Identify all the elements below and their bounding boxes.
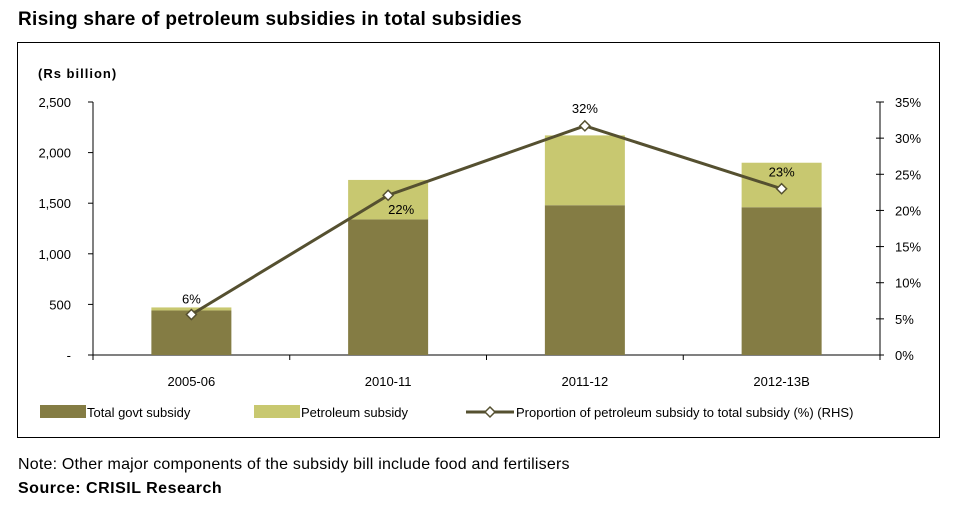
y-axis-unit-label: (Rs billion): [38, 66, 117, 81]
data-label: 6%: [182, 292, 201, 307]
line-point-marker: [578, 119, 591, 132]
x-tick-label: 2011-12: [562, 374, 609, 389]
bar-total-govt-subsidy: [348, 219, 429, 355]
y-tick-label-left: 500: [49, 297, 71, 312]
chart-title: Rising share of petroleum subsidies in t…: [18, 9, 522, 30]
y-tick-label-left: -: [67, 348, 71, 363]
x-tick-label: 2010-11: [365, 374, 412, 389]
legend-label-proportion: Proportion of petroleum subsidy to total…: [516, 405, 853, 420]
y-tick-label-right: 0%: [895, 348, 914, 363]
y-tick-label-right: 30%: [895, 131, 921, 146]
legend-marker-proportion: [483, 405, 497, 419]
y-tick-label-left: 1,000: [38, 247, 71, 262]
y-tick-label-right: 20%: [895, 203, 921, 218]
y-tick-label-right: 35%: [895, 95, 921, 110]
data-label: 23%: [769, 165, 795, 180]
line-point-marker: [775, 182, 788, 195]
x-tick-label: 2012-13B: [753, 374, 809, 389]
y-tick-label-right: 15%: [895, 240, 921, 255]
chart-note: Note: Other major components of the subs…: [18, 456, 570, 473]
legend-swatch-total: [40, 405, 86, 418]
legend-label-total: Total govt subsidy: [87, 405, 191, 420]
bar-total-govt-subsidy: [741, 207, 822, 355]
y-tick-label-left: 2,500: [38, 95, 71, 110]
bar-petroleum-subsidy: [544, 135, 625, 206]
chart-frame: [17, 42, 940, 438]
y-tick-label-left: 1,500: [38, 196, 71, 211]
line-point-marker: [185, 308, 198, 321]
chart-source: Source: CRISIL Research: [18, 480, 223, 497]
data-label: 32%: [572, 101, 598, 116]
line-point-marker: [382, 189, 395, 202]
y-tick-label-right: 5%: [895, 312, 914, 327]
y-tick-label-right: 25%: [895, 167, 921, 182]
legend-label-petroleum: Petroleum subsidy: [301, 405, 408, 420]
legend-swatch-petroleum: [254, 405, 300, 418]
y-tick-label-right: 10%: [895, 276, 921, 291]
data-label: 22%: [388, 202, 414, 217]
line-petroleum-share: [190, 124, 783, 316]
x-tick-label: 2005-06: [168, 374, 216, 389]
bar-total-govt-subsidy: [544, 205, 625, 355]
y-tick-label-left: 2,000: [38, 146, 71, 161]
